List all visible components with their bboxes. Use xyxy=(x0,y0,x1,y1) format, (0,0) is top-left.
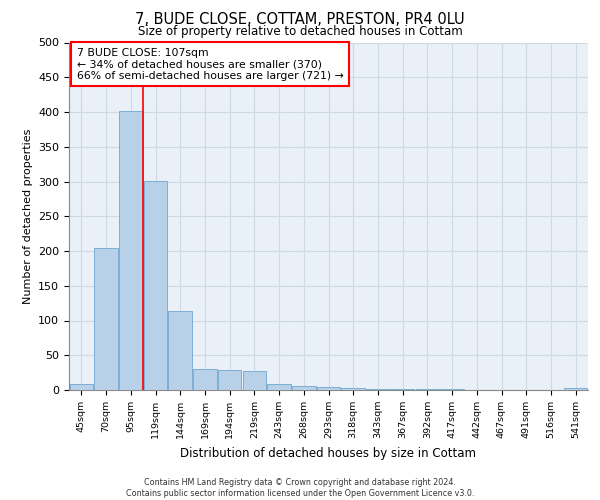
Bar xyxy=(242,371,266,390)
Bar xyxy=(341,388,365,390)
Text: 7, BUDE CLOSE, COTTAM, PRESTON, PR4 0LU: 7, BUDE CLOSE, COTTAM, PRESTON, PR4 0LU xyxy=(135,12,465,28)
Bar xyxy=(144,181,167,390)
Bar xyxy=(292,386,316,390)
Bar xyxy=(564,388,587,390)
Text: Contains HM Land Registry data © Crown copyright and database right 2024.
Contai: Contains HM Land Registry data © Crown c… xyxy=(126,478,474,498)
Bar xyxy=(218,370,241,390)
Bar xyxy=(193,369,217,390)
Text: Size of property relative to detached houses in Cottam: Size of property relative to detached ho… xyxy=(137,25,463,38)
Bar xyxy=(268,384,291,390)
Bar xyxy=(169,312,192,390)
Bar xyxy=(391,388,415,390)
Bar xyxy=(70,384,93,390)
Bar xyxy=(119,110,143,390)
Bar xyxy=(317,386,340,390)
X-axis label: Distribution of detached houses by size in Cottam: Distribution of detached houses by size … xyxy=(181,446,476,460)
Bar xyxy=(366,388,389,390)
Y-axis label: Number of detached properties: Number of detached properties xyxy=(23,128,32,304)
Text: 7 BUDE CLOSE: 107sqm
← 34% of detached houses are smaller (370)
66% of semi-deta: 7 BUDE CLOSE: 107sqm ← 34% of detached h… xyxy=(77,48,344,81)
Bar xyxy=(94,248,118,390)
